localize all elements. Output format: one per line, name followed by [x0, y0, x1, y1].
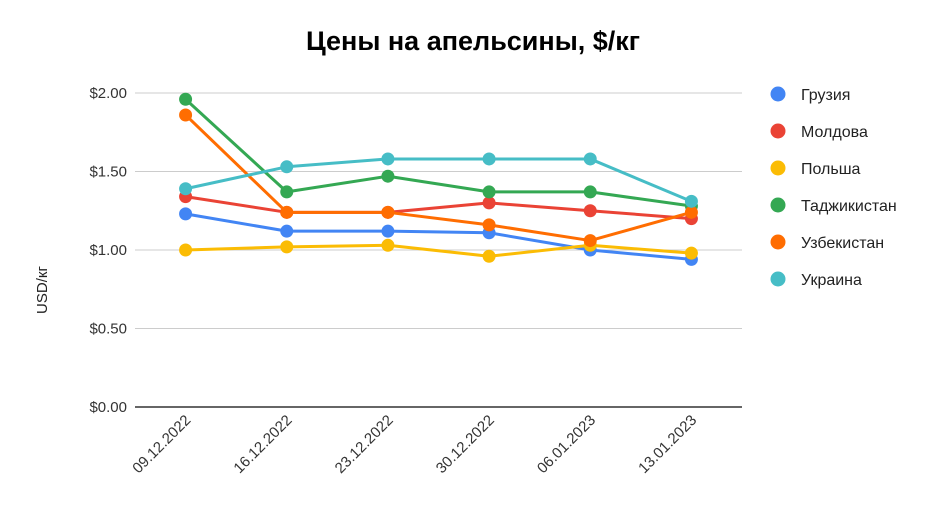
series-line	[185, 157, 692, 203]
series-line	[184, 98, 692, 208]
legend-marker	[770, 160, 786, 176]
data-point	[583, 185, 597, 199]
axes: $0.00 $0.50 $1.00 $1.50 $2.00 09.12.2022 16.12…	[34, 85, 742, 477]
data-point	[280, 224, 294, 238]
data-point	[583, 234, 597, 248]
data-point	[684, 246, 698, 260]
series-line	[185, 243, 692, 258]
series-6	[179, 152, 698, 208]
y-tick-label: $0.50	[89, 321, 127, 338]
data-point	[482, 152, 496, 166]
data-point	[381, 205, 395, 219]
data-point	[482, 218, 496, 232]
legend-item: Молдова	[770, 123, 868, 141]
series-4	[179, 92, 698, 213]
y-tick-label: $1.50	[89, 164, 127, 181]
x-tick-label: 16.12.2022	[230, 412, 295, 477]
data-point	[179, 182, 193, 196]
data-point	[179, 92, 193, 106]
data-point	[280, 240, 294, 254]
x-tick-label: 13.01.2023	[635, 412, 700, 477]
data-point	[583, 152, 597, 166]
legend-item: Грузия	[770, 86, 850, 104]
series-1	[179, 207, 698, 266]
legend-label: Узбекистан	[801, 235, 884, 252]
data-point	[179, 207, 193, 221]
x-tick-label: 30.12.2022	[433, 412, 498, 477]
series-line	[185, 212, 692, 261]
series-5	[179, 108, 698, 248]
legend-label: Польша	[801, 161, 861, 178]
legend-item: Украина	[770, 271, 862, 289]
y-tick-label: $0.00	[89, 399, 127, 416]
legend-label: Таджикистан	[801, 198, 897, 215]
data-point	[280, 160, 294, 174]
data-point	[583, 204, 597, 218]
y-axis-title: USD/кг	[34, 266, 51, 314]
legend-item: Узбекистан	[770, 234, 884, 252]
legend-marker	[770, 86, 786, 102]
y-tick-label: $2.00	[89, 85, 127, 102]
legend-marker	[770, 271, 786, 287]
series-lines	[179, 92, 698, 266]
data-point	[381, 169, 395, 183]
legend-item: Польша	[770, 160, 861, 178]
legend-label: Молдова	[801, 124, 868, 141]
data-point	[684, 205, 698, 219]
data-point	[482, 249, 496, 263]
legend-marker	[770, 234, 786, 250]
y-tick-label: $1.00	[89, 242, 127, 259]
gridlines	[135, 92, 742, 329]
legend-marker	[770, 197, 786, 213]
x-tick-label: 23.12.2022	[332, 412, 397, 477]
data-point	[381, 238, 395, 252]
data-point	[381, 152, 395, 166]
data-point	[684, 194, 698, 208]
series-line	[185, 195, 692, 221]
legend-label: Украина	[801, 272, 862, 289]
chart-title: Цены на апельсины, $/кг	[305, 26, 641, 56]
x-tick-label: 09.12.2022	[129, 412, 194, 477]
data-point	[179, 243, 193, 257]
series-line	[184, 113, 692, 243]
data-point	[482, 196, 496, 210]
data-point	[280, 185, 294, 199]
data-point	[381, 224, 395, 238]
x-tick-label: 06.01.2023	[534, 412, 599, 477]
series-3	[179, 238, 698, 263]
data-point	[482, 185, 496, 199]
legend-label: Грузия	[801, 87, 850, 104]
legend: Грузия Молдова Польша Таджикистан Узбекистан…	[770, 86, 897, 289]
legend-item: Таджикистан	[770, 197, 897, 215]
legend-marker	[770, 123, 786, 139]
data-point	[179, 108, 193, 122]
data-point	[280, 205, 294, 219]
